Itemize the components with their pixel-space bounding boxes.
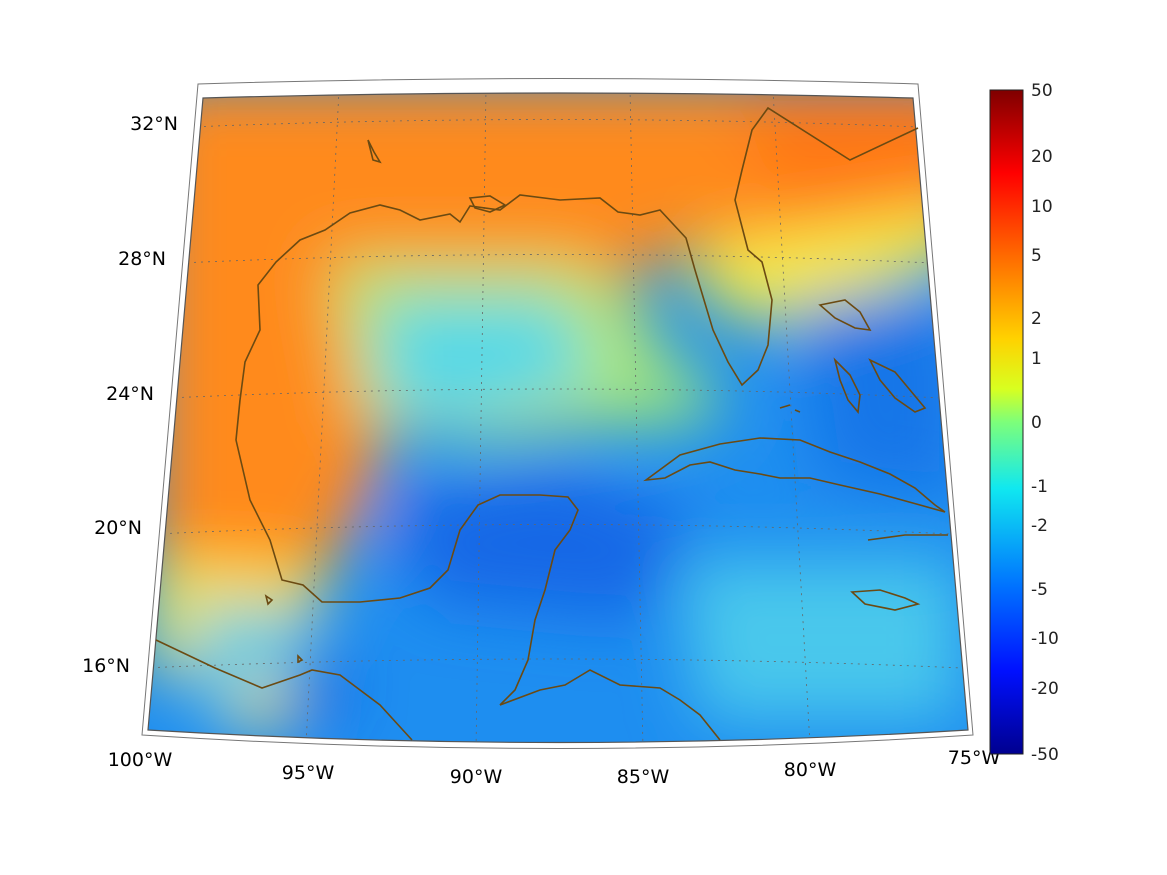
colorbar-tick-label: 1 <box>1031 349 1042 369</box>
colorbar-tick-label: -1 <box>1031 477 1048 497</box>
colorbar-tick-label: 20 <box>1031 147 1053 167</box>
map-frame <box>147 92 969 744</box>
lon-label: 90°W <box>450 766 503 788</box>
colorbar-tick-label: 50 <box>1031 81 1053 101</box>
colorbar-tick-label: 10 <box>1031 197 1053 217</box>
lat-label: 16°N <box>82 655 130 677</box>
lon-label: 85°W <box>617 766 670 788</box>
lat-label: 24°N <box>106 383 154 405</box>
colorbar-tick-label: -2 <box>1031 516 1048 536</box>
lat-label: 20°N <box>94 517 142 539</box>
colorbar-tick-label: 2 <box>1031 309 1042 329</box>
colorbar-ticks: 50 20 10 5 2 1 0 -1 -2 -5 -10 -20 -50 <box>1031 81 1059 765</box>
lat-label: 28°N <box>118 248 166 270</box>
coastlines <box>155 106 948 741</box>
latitude-labels: 16°N 20°N 24°N 28°N 32°N <box>82 113 178 677</box>
colorbar-tick-label: -50 <box>1031 745 1059 765</box>
gridlines <box>148 93 963 743</box>
lon-label: 80°W <box>784 759 837 781</box>
colorbar-tick-label: -5 <box>1031 580 1048 600</box>
colorbar-tick-label: -10 <box>1031 629 1059 649</box>
lat-label: 32°N <box>130 113 178 135</box>
colorbar-tick-label: 5 <box>1031 246 1042 266</box>
lon-label: 75°W <box>948 747 1001 769</box>
colorbar-tick-label: -20 <box>1031 679 1059 699</box>
lon-label: 95°W <box>282 762 335 784</box>
colorbar: 50 20 10 5 2 1 0 -1 -2 -5 -10 -20 -50 <box>989 81 1059 765</box>
map-frame-outer <box>141 78 974 749</box>
colorbar-tick-label: 0 <box>1031 413 1042 433</box>
anomaly-field <box>148 93 968 743</box>
longitude-labels: 100°W 95°W 90°W 85°W 80°W 75°W <box>108 747 1001 788</box>
lon-label: 100°W <box>108 749 173 771</box>
colorbar-gradient <box>989 89 1024 755</box>
